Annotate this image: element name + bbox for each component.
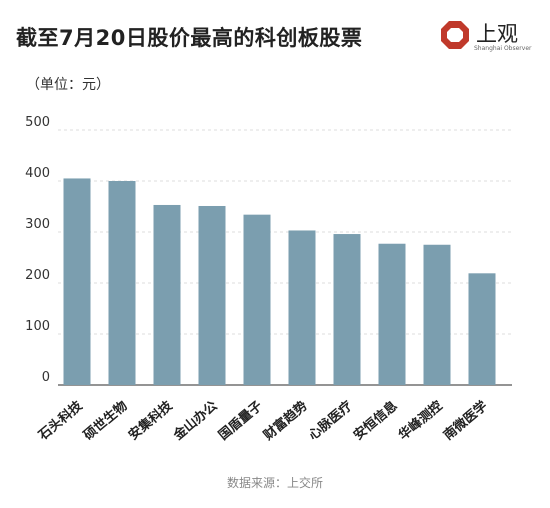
x-tick-label: 硕世生物 xyxy=(80,398,130,444)
x-tick-label: 金山办公 xyxy=(170,398,221,444)
bar xyxy=(333,234,361,385)
brand-logo-icon xyxy=(441,21,469,49)
bar xyxy=(243,214,271,385)
x-tick-label: 南微医学 xyxy=(440,398,490,444)
x-tick-label: 国盾量子 xyxy=(215,398,265,444)
source-note: 数据来源：上交所 xyxy=(226,476,323,490)
bar xyxy=(63,178,91,385)
x-tick-label: 安集科技 xyxy=(125,397,176,443)
bar xyxy=(378,243,406,385)
brand: 上观 Shanghai Observer xyxy=(440,16,540,60)
x-tick-label: 华峰测控 xyxy=(395,398,445,444)
y-tick-label: 0 xyxy=(42,370,50,385)
bar xyxy=(108,181,136,385)
bar xyxy=(153,204,181,385)
bar xyxy=(468,273,496,385)
x-tick-label: 心脉医疗 xyxy=(305,398,355,444)
y-tick-label: 200 xyxy=(25,268,50,283)
y-tick-label: 400 xyxy=(25,166,50,181)
bar xyxy=(198,205,226,385)
y-tick-label: 300 xyxy=(25,217,50,232)
chart-title: 截至7月20日股价最高的科创板股票 xyxy=(16,26,363,50)
brand-name: 上观 xyxy=(476,22,518,46)
brand-subtitle: Shanghai Observer xyxy=(474,45,532,52)
unit-label: （单位：元） xyxy=(26,77,110,93)
bar xyxy=(423,244,451,385)
x-tick-label: 财富趋势 xyxy=(260,398,310,444)
bar xyxy=(288,230,316,385)
y-tick-label: 500 xyxy=(25,115,50,130)
y-tick-label: 100 xyxy=(25,319,50,334)
x-tick-label: 安恒信息 xyxy=(350,398,400,444)
bar-chart: 0 100 200 300 400 500 石头科技硕世生物安集科技金山办公国盾量子财富趋势… xyxy=(25,115,512,444)
x-tick-label: 石头科技 xyxy=(35,397,87,444)
